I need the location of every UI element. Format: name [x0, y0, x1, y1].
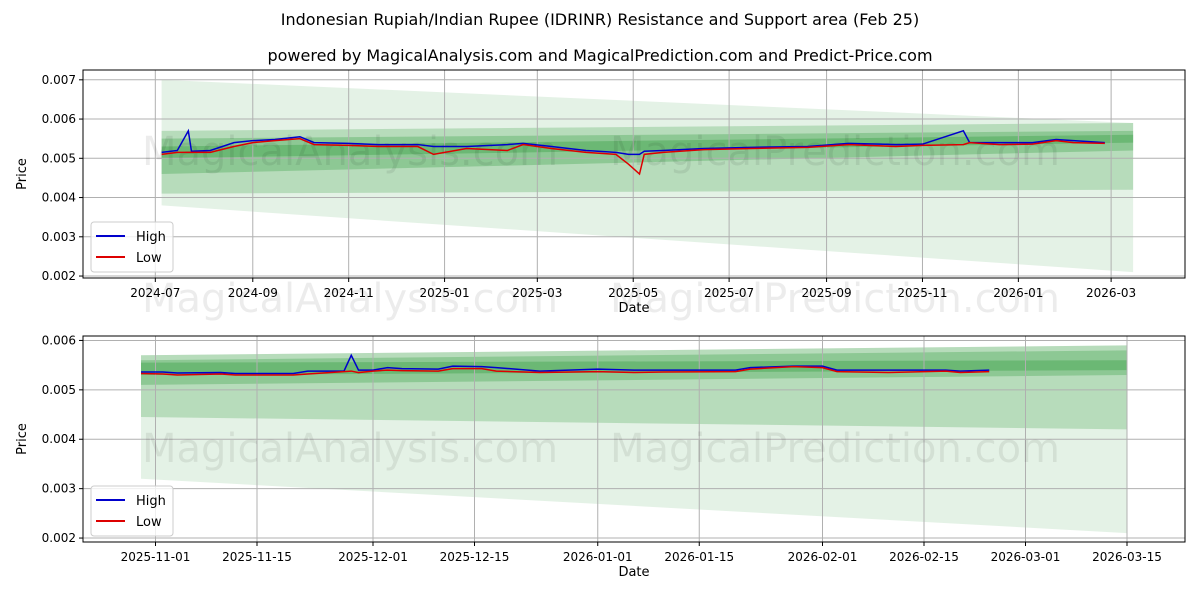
x-axis-label: Date	[618, 301, 649, 316]
legend-label-high: High	[136, 494, 166, 509]
legend-label-low: Low	[136, 251, 162, 266]
x-tick-label: 2025-05	[608, 286, 658, 300]
y-axis-label: Price	[15, 158, 30, 190]
x-tick-label: 2025-11-01	[121, 550, 191, 564]
y-tick-label: 0.004	[42, 432, 76, 446]
y-tick-label: 0.007	[42, 73, 76, 87]
chart-subtitle: powered by MagicalAnalysis.com and Magic…	[267, 46, 933, 65]
series-low-line	[161, 137, 1105, 176]
plot-2: MagicalAnalysis.com MagicalPrediction.com…	[15, 333, 1186, 580]
y-tick-label: 0.006	[42, 112, 76, 126]
support-resistance-band	[161, 79, 1134, 273]
axes-frame	[82, 69, 1186, 279]
x-tick-label: 2025-01	[419, 286, 469, 300]
x-tick-label: 2025-03	[512, 286, 562, 300]
watermark: MagicalAnalysis.com	[142, 276, 558, 322]
y-tick-label: 0.006	[42, 333, 76, 347]
y-tick-label: 0.002	[42, 531, 76, 545]
support-resistance-band	[161, 134, 1134, 159]
watermark: MagicalAnalysis.com	[142, 426, 558, 472]
y-tick-label: 0.005	[42, 151, 76, 165]
x-tick-label: 2025-12-01	[338, 550, 408, 564]
series-low-line	[140, 365, 990, 376]
support-resistance-band	[141, 345, 1127, 430]
y-tick-label: 0.002	[42, 269, 76, 283]
x-tick-label: 2026-03	[1086, 286, 1136, 300]
legend: High Low	[90, 485, 174, 537]
x-tick-label: 2026-01-01	[563, 550, 633, 564]
x-tick-label: 2024-07	[130, 286, 180, 300]
x-tick-label: 2025-11	[897, 286, 947, 300]
watermark: MagicalPrediction.com	[610, 276, 1060, 322]
y-tick-label: 0.005	[42, 383, 76, 397]
x-tick-label: 2025-07	[704, 286, 754, 300]
x-tick-label: 2026-01	[993, 286, 1043, 300]
x-tick-label: 2026-01-15	[664, 550, 734, 564]
watermark: MagicalPrediction.com	[610, 129, 1060, 175]
x-axis-label: Date	[618, 565, 649, 580]
chart-title: Indonesian Rupiah/Indian Rupee (IDRINR) …	[280, 10, 920, 29]
series-high-line	[161, 128, 1105, 156]
x-tick-label: 2026-03-01	[991, 550, 1061, 564]
watermark: MagicalPrediction.com	[610, 426, 1060, 472]
x-tick-label: 2025-11-15	[222, 550, 292, 564]
plot-1: MagicalAnalysis.com MagicalPrediction.com…	[15, 69, 1186, 316]
y-tick-label: 0.003	[42, 482, 76, 496]
y-tick-label: 0.004	[42, 191, 76, 205]
x-tick-label: 2024-09	[228, 286, 278, 300]
legend-label-low: Low	[136, 515, 162, 530]
x-tick-label: 2025-09	[802, 286, 852, 300]
x-tick-label: 2024-11	[324, 286, 374, 300]
support-resistance-band	[161, 130, 1134, 174]
axes-frame	[82, 335, 1186, 543]
x-tick-label: 2026-02-15	[889, 550, 959, 564]
x-tick-label: 2025-12-15	[440, 550, 510, 564]
series-high-line	[141, 353, 990, 375]
support-resistance-band	[141, 360, 1127, 376]
x-tick-label: 2026-02-01	[788, 550, 858, 564]
x-tick-label: 2026-03-15	[1092, 550, 1162, 564]
legend: High Low	[90, 221, 174, 273]
y-tick-label: 0.003	[42, 230, 76, 244]
legend-label-high: High	[136, 230, 166, 245]
support-resistance-band	[141, 350, 1127, 385]
y-axis-label: Price	[15, 423, 30, 455]
